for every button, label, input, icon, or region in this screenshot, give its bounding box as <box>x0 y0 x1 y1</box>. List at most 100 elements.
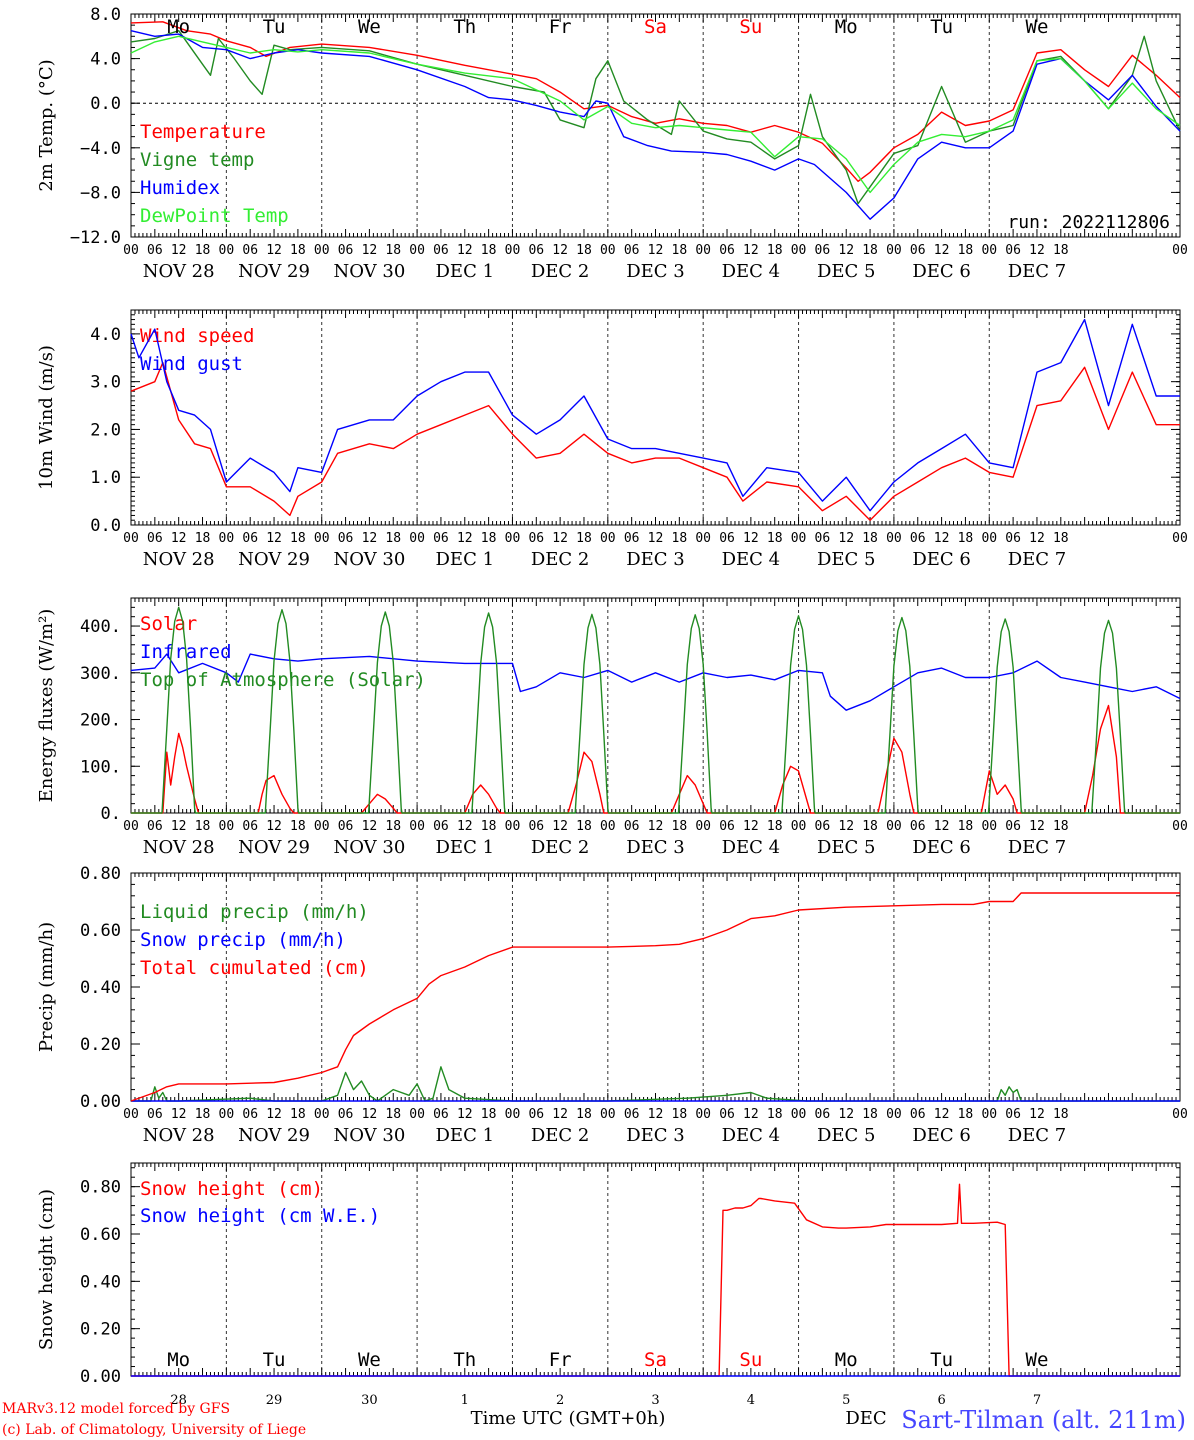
hour-tick-label: 00 <box>409 819 425 834</box>
legend-entry: Solar <box>140 613 197 635</box>
hour-tick-label: 18 <box>290 243 306 258</box>
hour-tick-label: 06 <box>147 819 163 834</box>
hour-tick-label: 12 <box>266 1107 282 1122</box>
hour-tick-label: 06 <box>624 819 640 834</box>
y-tick-label: 0.60 <box>80 1225 121 1245</box>
hour-tick-label: 18 <box>290 819 306 834</box>
hour-tick-label: 18 <box>385 1107 401 1122</box>
y-tick-label: 0.0 <box>90 94 121 114</box>
hour-tick-label: 18 <box>576 243 592 258</box>
hour-tick-label: 00 <box>886 1107 902 1122</box>
hour-tick-label: 18 <box>481 531 497 546</box>
hour-tick-label: 18 <box>481 1107 497 1122</box>
hour-tick-label: 00 <box>981 819 997 834</box>
hour-tick-label: 00 <box>886 531 902 546</box>
y-tick-label: 400. <box>80 617 121 637</box>
hour-tick-label: 18 <box>195 819 211 834</box>
date-label: DEC 1 <box>436 837 495 858</box>
day-number-label: 2 <box>556 1393 564 1408</box>
hour-tick-label: 00 <box>314 1107 330 1122</box>
hour-tick-label: 12 <box>266 819 282 834</box>
station-label: Sart-Tilman (alt. 211m) <box>901 1406 1186 1434</box>
hour-tick-label: 12 <box>648 819 664 834</box>
hour-tick-label: 00 <box>123 243 139 258</box>
weekday-label: We <box>358 16 381 38</box>
hour-tick-label: 06 <box>624 1107 640 1122</box>
chart-panel-snow: 0.00 0.20 0.40 0.60 0.80 Snow height (cm) 28 29… <box>36 1162 1181 1408</box>
hour-tick-label: 00 <box>1172 1107 1188 1122</box>
hour-tick-label: 12 <box>457 531 473 546</box>
series-line-energy-0 <box>131 704 1180 814</box>
hour-tick-label: 06 <box>338 819 354 834</box>
hour-tick-label: 06 <box>528 819 544 834</box>
series-line-snow-0 <box>131 1183 1180 1377</box>
hour-tick-label: 12 <box>838 1107 854 1122</box>
date-label: NOV 28 <box>143 261 215 282</box>
hour-tick-label: 06 <box>815 531 831 546</box>
hour-tick-label: 00 <box>505 243 521 258</box>
hour-tick-label: 18 <box>958 531 974 546</box>
date-label: DEC 4 <box>722 1125 781 1146</box>
y-tick-label: −4.0 <box>80 139 121 159</box>
hour-tick-label: 06 <box>338 1107 354 1122</box>
hour-tick-label: 00 <box>600 531 616 546</box>
date-label: NOV 30 <box>333 1125 405 1146</box>
hour-tick-label: 12 <box>1029 531 1045 546</box>
date-label: DEC 3 <box>626 1125 685 1146</box>
date-label: DEC 7 <box>1008 261 1067 282</box>
date-label: DEC 1 <box>436 549 495 570</box>
hour-tick-label: 12 <box>552 243 568 258</box>
hour-tick-label: 00 <box>314 819 330 834</box>
weekday-label: Tu <box>930 1349 953 1371</box>
date-label: NOV 28 <box>143 837 215 858</box>
series-line-precip-2 <box>130 892 1180 1102</box>
hour-tick-label: 18 <box>672 243 688 258</box>
hour-tick-label: 06 <box>910 819 926 834</box>
y-tick-label: 3.0 <box>90 373 121 393</box>
hour-tick-label: 12 <box>266 531 282 546</box>
hour-tick-label: 12 <box>934 243 950 258</box>
hour-tick-label: 00 <box>600 243 616 258</box>
hour-tick-label: 18 <box>862 243 878 258</box>
series-line-energy-1 <box>130 653 1181 711</box>
date-label: NOV 29 <box>238 1125 310 1146</box>
hour-tick-label: 00 <box>123 1107 139 1122</box>
hour-tick-label: 06 <box>624 243 640 258</box>
hour-tick-label: 12 <box>362 243 378 258</box>
series-line-precip-0 <box>131 1066 1180 1102</box>
hour-tick-label: 00 <box>886 819 902 834</box>
hour-tick-label: 12 <box>934 819 950 834</box>
y-tick-label: 200. <box>80 711 121 731</box>
hour-tick-label: 00 <box>600 1107 616 1122</box>
hour-tick-label: 18 <box>958 1107 974 1122</box>
weekday-label: Su <box>739 1349 762 1371</box>
hour-tick-label: 06 <box>719 1107 735 1122</box>
hour-tick-label: 18 <box>958 819 974 834</box>
hour-tick-label: 00 <box>314 243 330 258</box>
hour-tick-label: 18 <box>767 243 783 258</box>
hour-tick-label: 06 <box>242 819 258 834</box>
day-number-label: 29 <box>266 1393 283 1408</box>
hour-tick-label: 00 <box>219 243 235 258</box>
legend-entry: Snow precip (mm/h) <box>140 929 346 951</box>
hour-tick-label: 12 <box>552 1107 568 1122</box>
hour-tick-label: 06 <box>242 243 258 258</box>
hour-tick-label: 00 <box>695 819 711 834</box>
date-label: DEC 6 <box>912 549 971 570</box>
credit-line-1: MARv3.12 model forced by GFS <box>2 1401 230 1417</box>
hour-tick-label: 18 <box>1053 243 1069 258</box>
date-label: NOV 28 <box>143 549 215 570</box>
plot-frame <box>130 309 1181 526</box>
day-number-label: 4 <box>747 1393 755 1408</box>
hour-tick-label: 00 <box>123 531 139 546</box>
weekday-label: Su <box>739 16 762 38</box>
hour-tick-label: 18 <box>481 819 497 834</box>
weekday-label: Th <box>453 1349 476 1371</box>
hour-tick-label: 12 <box>743 1107 759 1122</box>
hour-tick-label: 12 <box>743 243 759 258</box>
hour-tick-label: 06 <box>1005 1107 1021 1122</box>
hour-tick-label: 18 <box>290 1107 306 1122</box>
weekday-label: Tu <box>930 16 953 38</box>
y-tick-label: 300. <box>80 664 121 684</box>
